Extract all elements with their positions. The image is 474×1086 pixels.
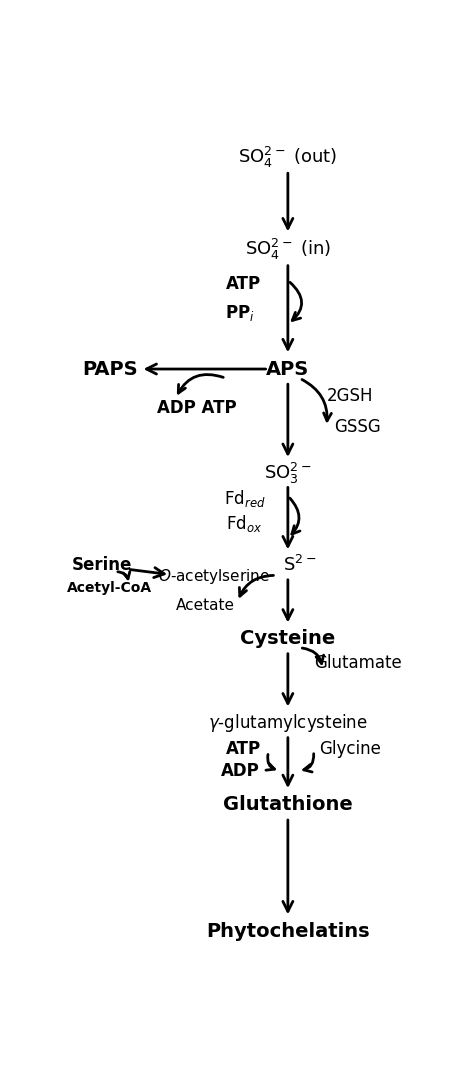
Text: Glycine: Glycine: [319, 741, 381, 758]
FancyArrowPatch shape: [290, 282, 301, 320]
Text: SO$_3^{2-}$: SO$_3^{2-}$: [264, 460, 311, 485]
Text: Cysteine: Cysteine: [240, 629, 336, 648]
Text: PP$_i$: PP$_i$: [225, 303, 255, 323]
FancyArrowPatch shape: [178, 375, 223, 393]
Text: APS: APS: [266, 359, 310, 379]
Text: Serine: Serine: [72, 556, 132, 574]
Text: Acetyl-CoA: Acetyl-CoA: [67, 581, 152, 595]
Text: Fd$_{red}$: Fd$_{red}$: [224, 488, 266, 509]
Text: SO$_4^{2-}$ (out): SO$_4^{2-}$ (out): [238, 144, 337, 169]
Text: ATP: ATP: [226, 741, 261, 758]
Text: Acetate: Acetate: [175, 598, 235, 613]
Text: $\gamma$-glutamylcysteine: $\gamma$-glutamylcysteine: [208, 712, 368, 734]
Text: Glutamate: Glutamate: [314, 654, 401, 672]
Text: GSSG: GSSG: [334, 418, 381, 435]
FancyArrowPatch shape: [302, 379, 331, 421]
Text: ADP: ADP: [220, 762, 259, 780]
FancyArrowPatch shape: [266, 755, 274, 770]
FancyArrowPatch shape: [239, 576, 273, 596]
Text: Glutathione: Glutathione: [223, 795, 353, 813]
Text: Fd$_{ox}$: Fd$_{ox}$: [226, 513, 262, 533]
FancyArrowPatch shape: [118, 571, 130, 579]
Text: Phytochelatins: Phytochelatins: [206, 922, 370, 940]
Text: ADP ATP: ADP ATP: [157, 399, 237, 417]
Text: ATP: ATP: [226, 276, 261, 293]
Text: 2GSH: 2GSH: [327, 387, 373, 405]
FancyArrowPatch shape: [290, 498, 300, 534]
Text: SO$_4^{2-}$ (in): SO$_4^{2-}$ (in): [245, 237, 331, 262]
FancyArrowPatch shape: [302, 648, 324, 664]
Text: S$^{2-}$: S$^{2-}$: [283, 555, 316, 576]
Text: $\mathit{O}$-acetylserine: $\mathit{O}$-acetylserine: [158, 567, 270, 586]
Text: PAPS: PAPS: [82, 359, 137, 379]
FancyArrowPatch shape: [304, 754, 314, 772]
